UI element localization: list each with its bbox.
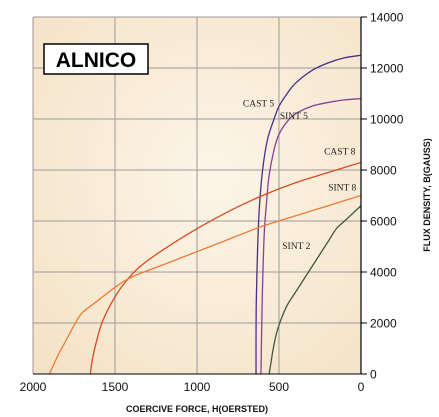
x-tick-label: 1500 — [102, 380, 129, 394]
series-label-sint-8: SINT 8 — [328, 183, 356, 193]
x-tick-label: 0 — [358, 380, 365, 394]
x-tick-label: 1000 — [184, 380, 211, 394]
x-axis-title: COERCIVE FORCE, H(OERSTED) — [126, 404, 268, 414]
y-tick-label: 4000 — [370, 266, 397, 280]
series-label-cast-5: CAST 5 — [243, 99, 274, 109]
bh-curves — [48, 54, 361, 374]
series-labels: CAST 5 SINT 5 CAST 8 SINT 8 SINT 2 — [243, 99, 357, 252]
y-tick-label: 2000 — [370, 317, 397, 331]
x-tick-label: 2000 — [20, 380, 47, 394]
series-label-cast-8: CAST 8 — [324, 148, 355, 158]
title-box: ALNICO — [43, 43, 149, 75]
series-line-sint-5 — [260, 97, 361, 374]
x-tick-label: 500 — [269, 380, 289, 394]
series-line-cast-8 — [89, 161, 361, 374]
y-tick-label: 0 — [370, 368, 377, 382]
y-tick-label: 14000 — [370, 11, 404, 25]
y-tick-label: 12000 — [370, 62, 404, 76]
chart-title: ALNICO — [56, 49, 137, 72]
series-label-sint-5: SINT 5 — [280, 112, 308, 122]
grid-lines — [32, 16, 362, 375]
series-line-cast-5 — [255, 54, 361, 374]
series-label-sint-2: SINT 2 — [282, 242, 310, 252]
series-line-sint-2 — [268, 205, 361, 374]
axes: 2000 1500 1000 500 00 2000 4000 6000 8000 10000 12… — [20, 11, 404, 395]
y-tick-label: 10000 — [370, 113, 404, 127]
y-axis-title: FLUX DENSITY, B(GAUSS) — [422, 138, 432, 252]
series-line-sint-8 — [48, 194, 361, 374]
y-tick-label: 8000 — [370, 164, 397, 178]
y-tick-label: 6000 — [370, 215, 397, 229]
